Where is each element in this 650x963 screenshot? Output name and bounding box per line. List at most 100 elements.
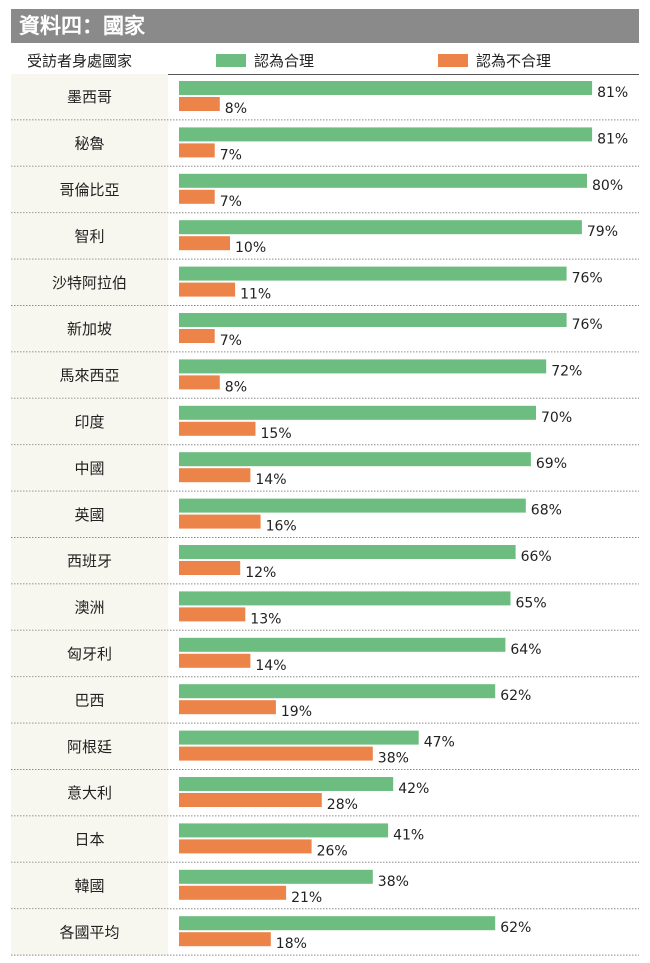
category-cell	[11, 306, 168, 353]
header-row: 受訪者身處國家 認為合理 認為不合理	[11, 46, 639, 74]
value-label-reasonable: 64%	[510, 642, 541, 658]
category-label: 哥倫比亞	[59, 181, 119, 199]
value-label-reasonable: 76%	[572, 271, 603, 287]
bar-reasonable	[179, 220, 582, 235]
category-label: 日本	[74, 831, 104, 849]
bar-reasonable	[179, 359, 547, 374]
value-label-reasonable: 76%	[572, 317, 603, 333]
bar-reasonable	[179, 869, 373, 884]
bar-unreasonable	[179, 421, 256, 436]
value-label-reasonable: 81%	[597, 131, 628, 147]
value-label-reasonable: 38%	[378, 874, 409, 890]
bar-reasonable	[179, 313, 567, 327]
bar-unreasonable	[179, 468, 251, 483]
bar-reasonable	[179, 405, 536, 420]
bar-unreasonable	[179, 282, 236, 297]
legend-swatch-unreasonable	[438, 54, 468, 67]
value-label-unreasonable: 11%	[240, 287, 271, 303]
category-cell	[11, 584, 168, 631]
value-label-unreasonable: 10%	[235, 240, 266, 256]
legend-swatch-reasonable	[216, 54, 246, 67]
value-label-reasonable: 65%	[516, 595, 547, 611]
bar-unreasonable	[179, 746, 373, 761]
category-cell	[11, 213, 168, 260]
value-label-reasonable: 47%	[424, 735, 455, 751]
bar-reasonable	[179, 777, 394, 791]
value-label-unreasonable: 19%	[281, 704, 312, 720]
value-label-unreasonable: 7%	[220, 194, 242, 210]
legend-item-unreasonable: 認為不合理	[438, 50, 551, 71]
category-cell	[11, 445, 168, 492]
category-label: 馬來西亞	[59, 367, 119, 385]
value-label-reasonable: 80%	[592, 178, 623, 194]
value-label-reasonable: 66%	[521, 549, 552, 565]
value-label-unreasonable: 8%	[225, 379, 247, 395]
bar-reasonable	[179, 916, 496, 931]
category-cell	[11, 74, 168, 121]
category-cell	[11, 352, 168, 399]
value-label-unreasonable: 28%	[327, 797, 358, 813]
category-label: 西班牙	[67, 552, 112, 570]
value-label-unreasonable: 26%	[317, 843, 348, 859]
bar-reasonable	[179, 823, 389, 838]
category-label: 沙特阿拉伯	[52, 274, 127, 292]
bar-unreasonable	[179, 932, 271, 947]
chart-title: 資料四：國家	[11, 9, 639, 43]
category-label: 韓國	[74, 877, 104, 895]
category-label: 巴西	[74, 691, 104, 709]
category-header: 受訪者身處國家	[27, 52, 133, 70]
bar-reasonable	[179, 452, 531, 467]
category-cell	[11, 166, 168, 214]
category-label: 各國平均	[59, 923, 119, 941]
value-label-unreasonable: 12%	[245, 565, 276, 581]
bar-unreasonable	[179, 375, 220, 390]
category-cell	[11, 723, 168, 770]
category-cell	[11, 862, 168, 910]
bar-unreasonable	[179, 653, 251, 668]
value-label-unreasonable: 13%	[250, 611, 281, 627]
bar-reasonable	[179, 81, 593, 95]
category-cell	[11, 909, 168, 956]
bar-unreasonable	[179, 885, 287, 900]
value-label-unreasonable: 15%	[261, 426, 292, 442]
category-label: 意大利	[67, 784, 112, 802]
category-cell	[11, 120, 168, 167]
value-label-reasonable: 81%	[597, 85, 628, 101]
value-label-unreasonable: 7%	[220, 333, 242, 349]
category-cell	[11, 398, 168, 446]
bar-reasonable	[179, 684, 496, 699]
header-divider	[11, 74, 639, 75]
category-cell	[11, 491, 168, 538]
value-label-unreasonable: 21%	[291, 890, 322, 906]
legend-item-reasonable: 認為合理	[216, 50, 314, 71]
value-label-reasonable: 62%	[500, 688, 531, 704]
category-label: 墨西哥	[67, 88, 112, 106]
value-label-unreasonable: 14%	[255, 658, 286, 674]
bar-unreasonable	[179, 236, 230, 251]
value-label-unreasonable: 8%	[225, 101, 247, 117]
value-label-reasonable: 70%	[541, 410, 572, 426]
category-label: 新加坡	[67, 320, 112, 338]
value-label-unreasonable: 18%	[276, 936, 307, 952]
bar-unreasonable	[179, 97, 220, 111]
category-cell	[11, 816, 168, 863]
bar-reasonable	[179, 127, 593, 142]
value-label-reasonable: 41%	[393, 827, 424, 843]
bar-unreasonable	[179, 607, 246, 622]
value-label-unreasonable: 38%	[378, 751, 409, 767]
value-label-reasonable: 69%	[536, 456, 567, 472]
bar-unreasonable	[179, 514, 261, 529]
category-label: 英國	[74, 506, 104, 524]
value-label-reasonable: 68%	[531, 503, 562, 519]
bar-unreasonable	[179, 839, 312, 854]
value-label-reasonable: 62%	[500, 920, 531, 936]
bar-chart: 墨西哥 81% 8% 秘魯 81% 7% 哥倫比亞 80% 7% 智利 79% 10% 沙特阿拉伯 76%…	[11, 74, 639, 956]
category-cell	[11, 677, 168, 724]
bar-unreasonable	[179, 793, 322, 807]
category-label: 澳洲	[74, 599, 104, 617]
bar-unreasonable	[179, 143, 215, 158]
bar-unreasonable	[179, 561, 241, 575]
bar-reasonable	[179, 266, 567, 281]
bar-unreasonable	[179, 189, 215, 204]
category-cell	[11, 538, 168, 585]
